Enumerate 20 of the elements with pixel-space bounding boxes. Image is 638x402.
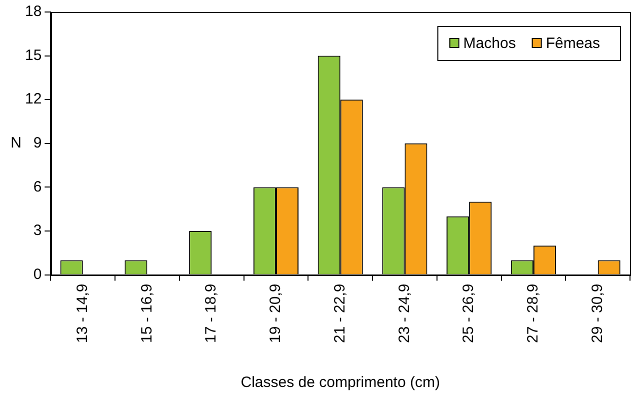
y-tick-label: 12	[24, 90, 42, 108]
y-tick-label: 6	[33, 178, 42, 196]
legend-label: Machos	[463, 35, 516, 52]
x-tick-label: 27 - 28,9	[524, 284, 542, 344]
y-tick-label: 18	[24, 3, 42, 20]
x-tick-label: 21 - 22,9	[331, 284, 348, 344]
x-axis-title: Classes de comprimento (cm)	[240, 374, 440, 392]
y-tick-label: 0	[33, 266, 42, 283]
y-tick-label: 3	[33, 222, 42, 240]
x-tick-label: 19 - 20,9	[267, 284, 284, 344]
y-tick-label: 15	[24, 46, 42, 64]
x-tick-label: 17 - 18,9	[202, 284, 220, 344]
y-tick-label: 9	[33, 134, 42, 152]
y-axis-title: N	[10, 134, 22, 152]
legend-label: Fêmeas	[546, 35, 600, 52]
x-tick-label: 13 - 14,9	[74, 284, 92, 344]
x-tick-label: 23 - 24,9	[396, 284, 413, 344]
x-tick-label: 15 - 16,9	[138, 284, 156, 344]
x-tick-label: 25 - 26,9	[460, 284, 478, 344]
x-tick-label: 29 - 30,9	[588, 284, 606, 344]
